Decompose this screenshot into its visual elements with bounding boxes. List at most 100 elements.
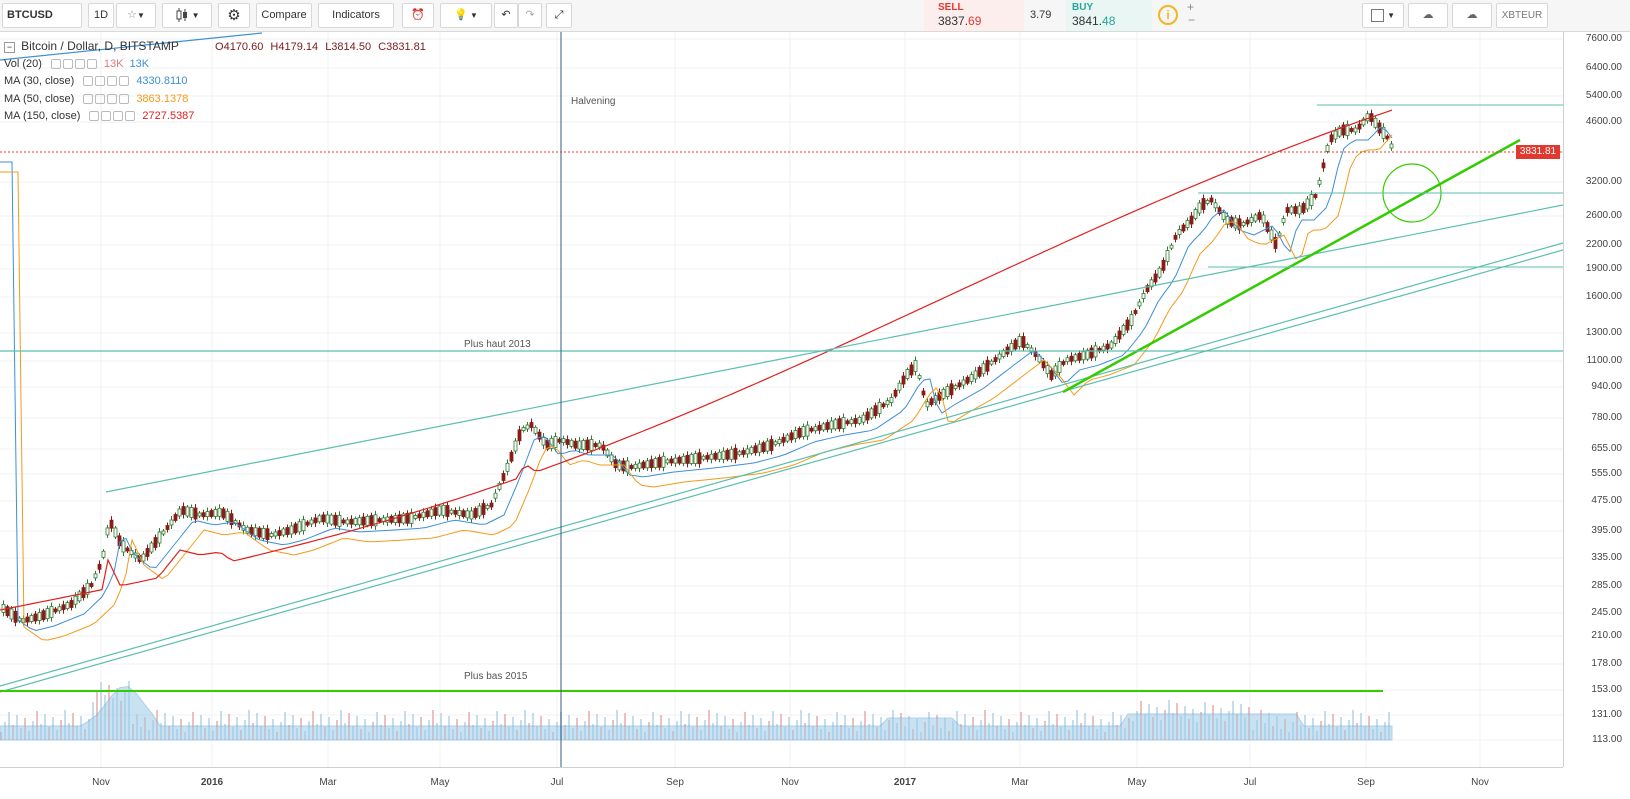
candle-body bbox=[893, 389, 898, 397]
buy-button[interactable]: BUY 3841.48 bbox=[1066, 0, 1152, 31]
price-chart[interactable] bbox=[0, 32, 1563, 767]
chart-title: Bitcoin / Dollar, D, BITSTAMP bbox=[21, 39, 179, 53]
candle-body bbox=[433, 507, 438, 517]
candle-body bbox=[69, 600, 74, 608]
candle-body bbox=[1245, 219, 1250, 225]
candle-body bbox=[641, 461, 646, 469]
candle-body bbox=[361, 516, 366, 526]
candle-body bbox=[761, 442, 766, 453]
gear-icon[interactable] bbox=[95, 76, 106, 87]
indicator-controls[interactable] bbox=[88, 110, 136, 122]
y-axis-tick: 6400.00 bbox=[1585, 62, 1622, 73]
y-axis-tick: 113.00 bbox=[1592, 734, 1622, 745]
candle-body bbox=[353, 518, 358, 525]
more-icon[interactable] bbox=[119, 76, 130, 87]
info-button[interactable]: i bbox=[1158, 5, 1178, 25]
more-icon[interactable] bbox=[86, 58, 97, 69]
candle-body bbox=[1305, 198, 1310, 210]
more-icon[interactable] bbox=[125, 111, 136, 122]
alert-button[interactable]: ⏰ bbox=[402, 3, 434, 28]
candle-body bbox=[229, 513, 234, 526]
candle-body bbox=[1325, 145, 1330, 152]
close-icon[interactable] bbox=[107, 76, 118, 87]
indicator-controls[interactable] bbox=[82, 75, 130, 87]
candle-body bbox=[1193, 209, 1198, 219]
candle-body bbox=[105, 527, 110, 536]
eye-icon[interactable] bbox=[50, 58, 61, 69]
candle-body bbox=[1205, 200, 1210, 204]
interval-button[interactable]: 1D bbox=[88, 3, 114, 28]
cloud-download-button[interactable]: ☁ bbox=[1408, 3, 1448, 28]
layout-dropdown[interactable]: ▼ bbox=[1362, 3, 1404, 28]
candle-body bbox=[1357, 123, 1362, 130]
fullscreen-button[interactable]: ⤢ bbox=[546, 3, 572, 28]
cloud-upload-button[interactable]: ☁ bbox=[1452, 3, 1492, 28]
redo-button[interactable]: ↷ bbox=[518, 3, 542, 28]
candle-body bbox=[1317, 179, 1322, 185]
candle-body bbox=[1149, 279, 1154, 288]
y-axis-tick: 3200.00 bbox=[1585, 176, 1622, 187]
close-icon[interactable] bbox=[113, 111, 124, 122]
sell-button[interactable]: SELL 3837.69 bbox=[924, 0, 1024, 31]
ma50-line bbox=[0, 134, 1393, 641]
candle-body bbox=[457, 510, 462, 516]
interval-dropdown[interactable]: ☆▼ bbox=[116, 3, 156, 28]
eye-icon[interactable] bbox=[83, 93, 94, 104]
candle-body bbox=[281, 528, 286, 536]
candle-body bbox=[873, 405, 878, 417]
indicator-value: 13K bbox=[103, 57, 124, 70]
gear-icon[interactable] bbox=[101, 111, 112, 122]
candle-body bbox=[57, 606, 62, 612]
candle-body bbox=[1129, 314, 1134, 326]
undo-button[interactable]: ↶ bbox=[494, 3, 518, 28]
settings-button[interactable]: ⚙ bbox=[218, 3, 250, 28]
price-axis[interactable]: 7600.006400.005400.004600.003831.813200.… bbox=[1563, 32, 1630, 767]
collapse-icon[interactable]: − bbox=[4, 42, 15, 53]
eye-icon[interactable] bbox=[83, 76, 94, 87]
lightbulb-icon: 💡 bbox=[454, 9, 468, 21]
candle-body bbox=[713, 452, 718, 460]
candle-body bbox=[273, 531, 278, 537]
candle-body bbox=[521, 427, 526, 431]
y-axis-tick: 7600.00 bbox=[1585, 33, 1622, 44]
candle-body bbox=[193, 507, 198, 520]
minus-button[interactable]: − bbox=[1188, 13, 1196, 27]
indicator-controls[interactable] bbox=[82, 93, 130, 105]
second-symbol-tab[interactable]: XBTEUR bbox=[1496, 3, 1548, 28]
indicator-controls[interactable] bbox=[50, 58, 98, 70]
indicators-button[interactable]: Indicators bbox=[318, 3, 394, 28]
gear-icon: ⚙ bbox=[227, 7, 241, 24]
eye-icon[interactable] bbox=[89, 111, 100, 122]
y-axis-tick: 153.00 bbox=[1591, 684, 1622, 695]
x-axis-tick: Nov bbox=[1471, 777, 1489, 788]
gear-icon[interactable] bbox=[95, 93, 106, 104]
candle-body bbox=[1109, 341, 1114, 349]
time-axis[interactable]: Nov 2016 Mar May Jul Sep Nov 2017 Mar May Jul Sep No… bbox=[0, 767, 1563, 799]
compare-button[interactable]: Compare bbox=[256, 3, 312, 28]
candle-body bbox=[553, 436, 558, 448]
gear-icon[interactable] bbox=[62, 58, 73, 69]
y-axis-tick: 4600.00 bbox=[1585, 116, 1622, 127]
symbol-search-input[interactable]: BTCUSD bbox=[2, 3, 82, 28]
chart-pane[interactable] bbox=[0, 32, 1563, 767]
candle-body bbox=[173, 514, 178, 521]
template-dropdown[interactable]: 💡 ▼ bbox=[440, 3, 492, 28]
plus-button[interactable]: + bbox=[1187, 0, 1195, 14]
candle-body bbox=[1341, 124, 1346, 136]
candle-body bbox=[5, 606, 10, 617]
close-icon[interactable] bbox=[74, 58, 85, 69]
candle-body bbox=[1169, 244, 1174, 249]
more-icon[interactable] bbox=[119, 93, 130, 104]
candle-body bbox=[369, 515, 374, 526]
candle-body bbox=[1173, 234, 1178, 240]
close-icon[interactable] bbox=[107, 93, 118, 104]
candle-body bbox=[1381, 126, 1386, 139]
candle-body bbox=[437, 505, 442, 516]
candle-body bbox=[473, 508, 478, 518]
candle-body bbox=[205, 511, 210, 518]
x-axis-tick: Mar bbox=[1011, 777, 1029, 788]
candle-body bbox=[753, 445, 758, 454]
chart-type-dropdown[interactable]: ▼ bbox=[162, 3, 212, 28]
x-axis-tick: Sep bbox=[1357, 777, 1375, 788]
indicator-value: 13K bbox=[129, 57, 150, 70]
